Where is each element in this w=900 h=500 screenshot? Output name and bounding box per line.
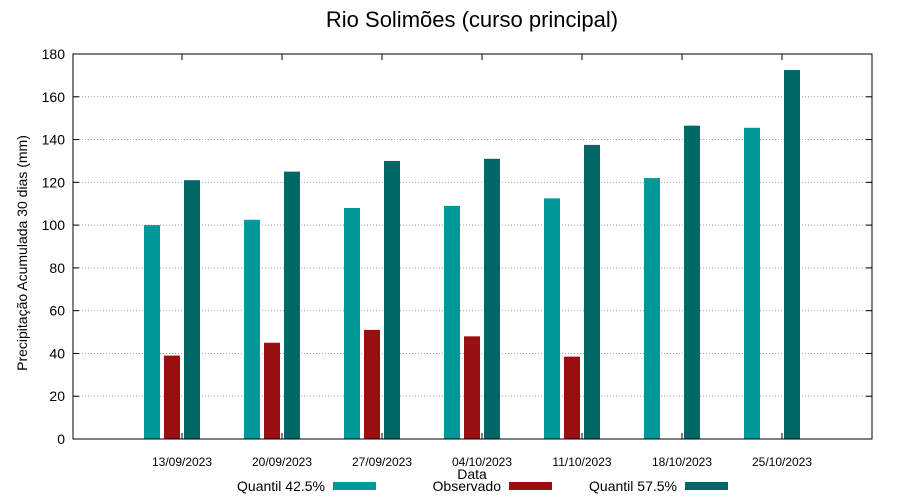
y-axis: 0 20 40 60 80 100 120 140 160 180 xyxy=(42,46,872,447)
y-tick-label: 160 xyxy=(42,89,66,105)
x-tick-label: 27/09/2023 xyxy=(352,455,412,469)
legend-label: Quantil 57.5% xyxy=(589,478,677,494)
y-tick-label: 80 xyxy=(49,260,65,276)
bar-quantil-42-5-1 xyxy=(244,219,260,439)
bar-quantil-42-5-6 xyxy=(744,127,760,440)
bar-observado-2 xyxy=(364,329,380,439)
legend-swatch xyxy=(509,482,552,490)
bar-observado-4 xyxy=(564,356,580,439)
bar-quantil-57-5-2 xyxy=(384,160,400,439)
x-tick-label: 11/10/2023 xyxy=(552,455,611,469)
legend-swatch xyxy=(333,482,376,490)
x-tick-label: 13/09/2023 xyxy=(152,455,212,469)
bar-observado-3 xyxy=(464,336,480,439)
legend-swatch xyxy=(685,482,728,490)
x-axis-label: Data xyxy=(457,466,487,482)
plot-frame xyxy=(72,53,873,440)
legend-label: Quantil 42.5% xyxy=(237,478,325,494)
y-tick-label: 40 xyxy=(49,345,65,361)
y-tick-label: 0 xyxy=(57,431,65,447)
bar-quantil-57-5-1 xyxy=(284,171,300,439)
bar-quantil-57-5-6 xyxy=(784,70,800,440)
chart-title: Rio Solimões (curso principal) xyxy=(326,7,618,32)
y-tick-label: 180 xyxy=(42,46,66,62)
bar-observado-1 xyxy=(264,342,280,439)
bar-quantil-42-5-3 xyxy=(444,205,460,439)
y-axis-label: Precipitação Acumulada 30 dias (mm) xyxy=(14,135,30,371)
x-axis: 13/09/2023 20/09/2023 27/09/2023 04/10/2023… xyxy=(152,54,812,469)
bar-quantil-57-5-4 xyxy=(584,144,600,439)
y-tick-label: 100 xyxy=(42,217,66,233)
bar-quantil-42-5-2 xyxy=(344,208,360,439)
bar-quantil-57-5-5 xyxy=(684,125,700,440)
y-tick-label: 60 xyxy=(49,303,65,319)
y-tick-label: 120 xyxy=(42,174,66,190)
bar-quantil-42-5-0 xyxy=(144,225,160,439)
x-tick-label: 20/09/2023 xyxy=(252,455,312,469)
x-tick-label: 18/10/2023 xyxy=(652,455,712,469)
bar-quantil-42-5-5 xyxy=(644,178,660,440)
bars xyxy=(144,70,800,440)
legend-label: Observado xyxy=(433,478,502,494)
x-tick-label: 04/10/2023 xyxy=(452,455,512,469)
bar-quantil-42-5-4 xyxy=(544,198,560,439)
y-tick-label: 20 xyxy=(49,388,65,404)
x-tick-label: 25/10/2023 xyxy=(752,455,812,469)
y-tick-label: 140 xyxy=(42,132,66,148)
bar-observado-0 xyxy=(164,355,180,439)
legend: Quantil 42.5% Observado Quantil 57.5% xyxy=(237,478,728,494)
bar-quantil-57-5-3 xyxy=(484,158,500,440)
bar-quantil-57-5-0 xyxy=(184,180,200,439)
